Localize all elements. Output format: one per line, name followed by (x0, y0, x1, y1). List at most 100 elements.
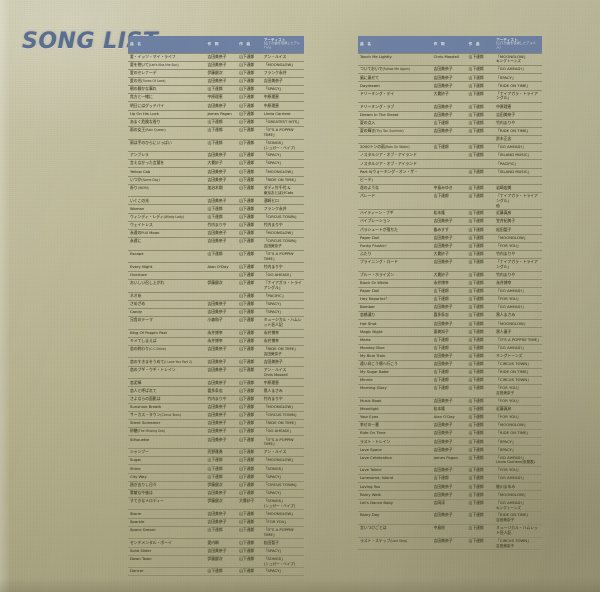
artist-cell: 「SPACY」 (494, 73, 542, 83)
artist-cell: 竹内まりや (494, 119, 542, 128)
song-title-cell: いくこの光 (128, 196, 206, 206)
column-header-compose: 作 曲 (237, 36, 262, 53)
song-title-cell: アンブレラ (128, 151, 206, 161)
song-title-cell: 朝の静かな事れ (128, 85, 206, 95)
table-row: 砂糖(The Missing Sea) 吉田美奈子 山下達郎 「GO AHEAD!」 (128, 427, 304, 437)
composer-cell: 山下達郎 (237, 419, 262, 429)
composer-cell: 山下達郎 (237, 456, 262, 466)
table-row: Loving You 吉田美奈子 山下達郎 椎川まゆみ (358, 482, 542, 492)
table-row: Love Celebration James Pagan 山下達郎 「GO AHEAD… (358, 454, 542, 468)
composer-cell: 山下達郎 (466, 490, 495, 500)
table-row: さよならの面影は 竹内まりや 山下達郎 竹内まりや (128, 395, 304, 404)
song-title-cell: Dancer (128, 567, 206, 577)
artist-cell: 「GO AHEAD!」 (494, 143, 542, 153)
song-title-cell: ネオ糸 (128, 292, 206, 301)
composer-cell: 山下達郎 (466, 52, 495, 67)
composer-cell: 山下達郎 (466, 445, 495, 455)
artist-cell: 「GO AHEAD!」 (494, 287, 542, 297)
artist-cell: 「SPACY」 (261, 473, 304, 482)
artist-cell: フランク永井 (261, 69, 304, 78)
table-row: ビーチ) (358, 176, 542, 185)
composer-cell: 山下達郎 (237, 77, 262, 87)
table-row: あまく危険な香り 山下達郎 山下達郎 「GREATEST HITS」 (128, 118, 304, 127)
composer-cell: 山下達郎 (466, 111, 495, 120)
artist-cell: 「CIRCUS TOWN」 (494, 376, 542, 386)
artist-cell: 「MOONGLOW」 (261, 167, 304, 177)
lyricist-cell: 吉田美奈子 (205, 366, 238, 380)
lyricist-cell: 売野雅勇 (205, 448, 238, 458)
composer-cell (466, 135, 495, 145)
song-title-cell: 砂糖(The Missing Sea) (128, 427, 206, 437)
column-header-artist-note: (山下の曲を収録したアルバム) (496, 41, 536, 50)
artist-cell: 岩崎宏美 (494, 184, 542, 193)
song-title-subtitle: (The Missing Sea) (137, 429, 166, 434)
artist-cell: 「ISLAND MUSIC」 (494, 168, 542, 177)
artist-cell: 「GO AHEAD!」 (494, 65, 542, 75)
composer-cell: 山下達郎 (466, 217, 495, 227)
lyricist-cell (431, 135, 467, 145)
artist-cell: 近藤真彦 (494, 405, 542, 415)
column-header-artist: アーティスト (山下の曲を収録したアルバム) (261, 36, 304, 53)
column-header-lyrics: 作 詞 (205, 36, 238, 53)
artist-cell: アン・ルイス (261, 448, 304, 458)
lyricist-cell: 吉田美奈子 (205, 345, 238, 359)
artist-cell: 「IT'S A POPPIN' TIME」 (261, 250, 304, 264)
artist-cell: 「RIDE ON TIME」 (494, 81, 542, 91)
artist-cell: 「RIDE ON TIME」 (494, 368, 542, 378)
artist-cell: 「SPACY」 (261, 567, 304, 577)
lyricist-cell: 吉田美奈子 (205, 419, 238, 429)
song-title-cell: 花のような (358, 184, 432, 193)
lyricist-cell: 永井博幸 (431, 279, 467, 288)
lyricist-cell: 山下達郎 (431, 295, 467, 305)
lyricist-cell: James Pagan (431, 454, 467, 468)
table-row: バイブレーション 吉田美奈子 山下達郎 笠井紀美子 (358, 217, 542, 227)
table-header-row: 曲 名 作 詞 作 曲 アーティスト (山下の曲を収録したアルバム) (358, 36, 542, 53)
composer-cell: 山下達郎 (237, 481, 262, 490)
table-row: Paper Doll 吉田美奈子 山下達郎 「MOONGLOW」 (358, 234, 542, 243)
table-row: Maria 山下達郎 山下達郎 「IT'S A POPPIN' TIME」 (358, 336, 542, 345)
artist-cell: 「ナイアガラ・トライアングル」 (494, 90, 542, 104)
artist-cell: 「MOONGLOW」 (494, 234, 542, 243)
lyricist-cell: 吉田美奈子 (205, 300, 238, 309)
lyricist-cell: 山下達郎 (431, 474, 467, 484)
lyricist-cell: Chris Mosdell (431, 52, 467, 67)
lyricist-cell: 吉田美奈子 (431, 445, 467, 455)
song-title-cell: ハイティーン・ブギ (358, 209, 432, 219)
lyricist-cell: 吉田美奈子 (431, 352, 467, 361)
table-row: ドリーミング・ラブ 吉田美奈子 山下達郎 中原理恵 (358, 102, 542, 112)
lyricist-cell: 喜多条忠 (431, 311, 467, 321)
artist-cell: 「MOONGLOW」 (494, 421, 542, 431)
song-title-subtitle: (Rain Queen) (145, 127, 166, 132)
artist-cell: フランク永井 (261, 204, 304, 214)
table-left-body: 愛・イッツ・マイ・ライフ 吉田美奈子 山下達郎 アン・ルイス 愛を抱いて(Let's K… (128, 52, 304, 577)
composer-cell: 山下達郎 (237, 366, 262, 380)
composer-cell: 山下達郎 (237, 61, 262, 70)
lyricist-cell: 小森和子 (205, 316, 238, 330)
song-title-subtitle: (Thy Tan Summer) (375, 128, 404, 133)
table-row: 風に乗せて 吉田美奈子 山下達郎 「SPACY」 (358, 73, 542, 83)
table-row: 恋のブギ・ウギ・トレイン 吉田美奈子 山下達郎 アン・ルイス Chris Mosdell (128, 366, 304, 380)
lyricist-cell: 山下達郎 (205, 456, 238, 466)
composer-cell: 山下達郎 (237, 308, 262, 317)
artist-cell: 「FOR YOU」 (261, 518, 304, 527)
artist-cell: 「SPACY」 (494, 437, 542, 447)
artist-cell: 「SONGS」 (シュガー・ベイブ) (261, 497, 304, 511)
composer-cell: 山下達郎 (466, 454, 495, 468)
artist-cell: 「MOONGLOW」 (261, 509, 304, 519)
song-title-cell: Overture (128, 271, 206, 280)
artist-cell: 「GO AHEAD!」 Linda Carriere(未発表) (494, 454, 542, 468)
artist-cell: 笠井紀美子 (494, 217, 542, 227)
composer-cell: 山下達郎 (466, 287, 495, 297)
composer-cell: 山下達郎 (237, 250, 262, 264)
lyricist-cell: 吉田美奈子 (431, 81, 467, 91)
song-title-cell: Moonlight (358, 405, 432, 415)
lyricist-cell: 伊藤銀次 (205, 481, 238, 490)
artist-cell-line2: キングトーンズ (496, 505, 521, 510)
table-row: Down Town 伊藤銀次 山下達郎 「SONGS」 (シュガー・ベイブ) (128, 555, 304, 569)
artist-cell: キングトーンズ (494, 352, 542, 361)
composer-cell: 山下達郎 (237, 448, 262, 458)
artist-cell: 「SPACY」 (261, 489, 304, 498)
artist-cell: 永井博幸 (261, 329, 304, 338)
table-row: Hot Shot 吉田美奈子 山下達郎 「MOONGLOW」 (358, 319, 542, 329)
lyricist-cell: 吉田美奈子 (431, 111, 467, 120)
